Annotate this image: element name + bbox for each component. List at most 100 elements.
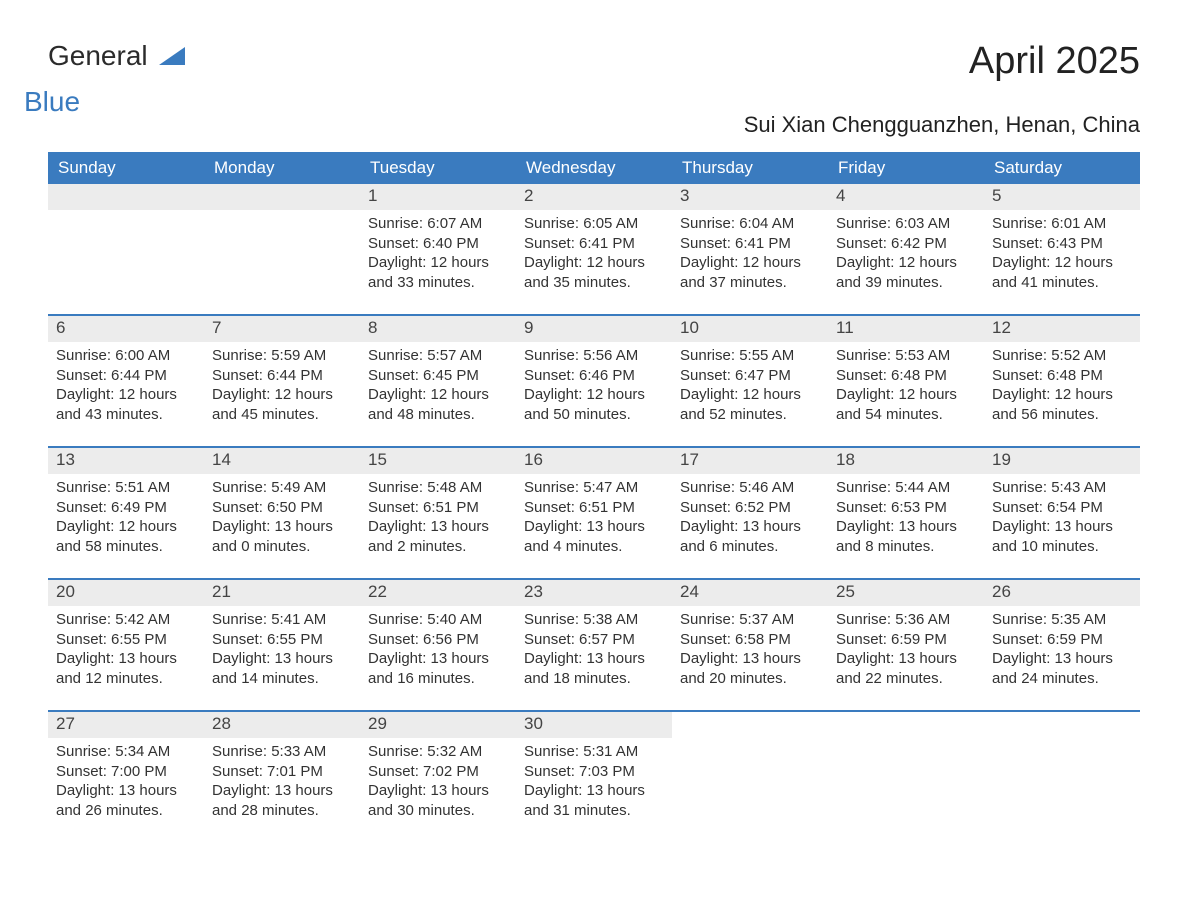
sunset-text: Sunset: 6:40 PM	[368, 234, 508, 254]
day-content: Sunrise: 5:51 AMSunset: 6:49 PMDaylight:…	[48, 474, 204, 568]
calendar-cell: 30Sunrise: 5:31 AMSunset: 7:03 PMDayligh…	[516, 712, 672, 842]
day-number: 2	[516, 184, 672, 210]
sunrise-text: Sunrise: 5:44 AM	[836, 478, 976, 498]
calendar-week: 27Sunrise: 5:34 AMSunset: 7:00 PMDayligh…	[48, 710, 1140, 842]
sunset-text: Sunset: 6:59 PM	[836, 630, 976, 650]
calendar-cell: 26Sunrise: 5:35 AMSunset: 6:59 PMDayligh…	[984, 580, 1140, 710]
calendar: SundayMondayTuesdayWednesdayThursdayFrid…	[48, 152, 1140, 842]
sunset-text: Sunset: 7:03 PM	[524, 762, 664, 782]
day-content: Sunrise: 5:47 AMSunset: 6:51 PMDaylight:…	[516, 474, 672, 568]
sunrise-text: Sunrise: 6:05 AM	[524, 214, 664, 234]
sunset-text: Sunset: 6:58 PM	[680, 630, 820, 650]
sunrise-text: Sunrise: 6:03 AM	[836, 214, 976, 234]
sunset-text: Sunset: 6:57 PM	[524, 630, 664, 650]
sunset-text: Sunset: 6:52 PM	[680, 498, 820, 518]
day-content: Sunrise: 5:46 AMSunset: 6:52 PMDaylight:…	[672, 474, 828, 568]
sunrise-text: Sunrise: 5:55 AM	[680, 346, 820, 366]
sunset-text: Sunset: 6:43 PM	[992, 234, 1132, 254]
day-number: 23	[516, 580, 672, 606]
sunrise-text: Sunrise: 5:56 AM	[524, 346, 664, 366]
sunrise-text: Sunrise: 6:04 AM	[680, 214, 820, 234]
day-header: Wednesday	[516, 152, 672, 184]
day-number: 11	[828, 316, 984, 342]
calendar-cell: 10Sunrise: 5:55 AMSunset: 6:47 PMDayligh…	[672, 316, 828, 446]
daylight-text: Daylight: 13 hours and 14 minutes.	[212, 649, 352, 688]
sunset-text: Sunset: 6:47 PM	[680, 366, 820, 386]
logo: General Blue	[48, 40, 185, 104]
day-number: 18	[828, 448, 984, 474]
day-content: Sunrise: 6:04 AMSunset: 6:41 PMDaylight:…	[672, 210, 828, 304]
calendar-cell: 15Sunrise: 5:48 AMSunset: 6:51 PMDayligh…	[360, 448, 516, 578]
daylight-text: Daylight: 13 hours and 6 minutes.	[680, 517, 820, 556]
day-number: 17	[672, 448, 828, 474]
sunset-text: Sunset: 7:00 PM	[56, 762, 196, 782]
calendar-week: 13Sunrise: 5:51 AMSunset: 6:49 PMDayligh…	[48, 446, 1140, 578]
daylight-text: Daylight: 12 hours and 39 minutes.	[836, 253, 976, 292]
day-number: 12	[984, 316, 1140, 342]
calendar-cell: 27Sunrise: 5:34 AMSunset: 7:00 PMDayligh…	[48, 712, 204, 842]
daylight-text: Daylight: 13 hours and 18 minutes.	[524, 649, 664, 688]
sunset-text: Sunset: 6:53 PM	[836, 498, 976, 518]
sunrise-text: Sunrise: 5:32 AM	[368, 742, 508, 762]
sunset-text: Sunset: 7:01 PM	[212, 762, 352, 782]
day-content: Sunrise: 5:56 AMSunset: 6:46 PMDaylight:…	[516, 342, 672, 436]
sunrise-text: Sunrise: 5:57 AM	[368, 346, 508, 366]
daylight-text: Daylight: 13 hours and 31 minutes.	[524, 781, 664, 820]
calendar-cell: 24Sunrise: 5:37 AMSunset: 6:58 PMDayligh…	[672, 580, 828, 710]
day-content: Sunrise: 5:35 AMSunset: 6:59 PMDaylight:…	[984, 606, 1140, 700]
calendar-cell	[672, 712, 828, 842]
calendar-cell: 19Sunrise: 5:43 AMSunset: 6:54 PMDayligh…	[984, 448, 1140, 578]
calendar-cell: 28Sunrise: 5:33 AMSunset: 7:01 PMDayligh…	[204, 712, 360, 842]
day-number: 13	[48, 448, 204, 474]
calendar-cell: 3Sunrise: 6:04 AMSunset: 6:41 PMDaylight…	[672, 184, 828, 314]
sunset-text: Sunset: 6:54 PM	[992, 498, 1132, 518]
day-content: Sunrise: 5:42 AMSunset: 6:55 PMDaylight:…	[48, 606, 204, 700]
day-content: Sunrise: 5:48 AMSunset: 6:51 PMDaylight:…	[360, 474, 516, 568]
daylight-text: Daylight: 13 hours and 2 minutes.	[368, 517, 508, 556]
calendar-cell: 17Sunrise: 5:46 AMSunset: 6:52 PMDayligh…	[672, 448, 828, 578]
day-content: Sunrise: 5:43 AMSunset: 6:54 PMDaylight:…	[984, 474, 1140, 568]
sunset-text: Sunset: 6:50 PM	[212, 498, 352, 518]
day-content: Sunrise: 5:41 AMSunset: 6:55 PMDaylight:…	[204, 606, 360, 700]
day-content: Sunrise: 5:36 AMSunset: 6:59 PMDaylight:…	[828, 606, 984, 700]
daylight-text: Daylight: 13 hours and 16 minutes.	[368, 649, 508, 688]
day-number	[984, 712, 1140, 738]
sunrise-text: Sunrise: 5:34 AM	[56, 742, 196, 762]
day-number: 29	[360, 712, 516, 738]
daylight-text: Daylight: 12 hours and 35 minutes.	[524, 253, 664, 292]
daylight-text: Daylight: 12 hours and 56 minutes.	[992, 385, 1132, 424]
daylight-text: Daylight: 12 hours and 52 minutes.	[680, 385, 820, 424]
day-number	[672, 712, 828, 738]
sunset-text: Sunset: 6:51 PM	[524, 498, 664, 518]
day-number: 4	[828, 184, 984, 210]
daylight-text: Daylight: 13 hours and 22 minutes.	[836, 649, 976, 688]
daylight-text: Daylight: 12 hours and 37 minutes.	[680, 253, 820, 292]
day-number: 9	[516, 316, 672, 342]
sunrise-text: Sunrise: 5:46 AM	[680, 478, 820, 498]
day-content: Sunrise: 5:37 AMSunset: 6:58 PMDaylight:…	[672, 606, 828, 700]
day-header-row: SundayMondayTuesdayWednesdayThursdayFrid…	[48, 152, 1140, 184]
sunrise-text: Sunrise: 5:43 AM	[992, 478, 1132, 498]
page-title: April 2025	[969, 40, 1140, 83]
calendar-cell: 29Sunrise: 5:32 AMSunset: 7:02 PMDayligh…	[360, 712, 516, 842]
daylight-text: Daylight: 13 hours and 20 minutes.	[680, 649, 820, 688]
day-content: Sunrise: 5:59 AMSunset: 6:44 PMDaylight:…	[204, 342, 360, 436]
sunrise-text: Sunrise: 5:40 AM	[368, 610, 508, 630]
day-content: Sunrise: 6:05 AMSunset: 6:41 PMDaylight:…	[516, 210, 672, 304]
calendar-cell: 8Sunrise: 5:57 AMSunset: 6:45 PMDaylight…	[360, 316, 516, 446]
day-number	[828, 712, 984, 738]
sunset-text: Sunset: 6:42 PM	[836, 234, 976, 254]
daylight-text: Daylight: 12 hours and 43 minutes.	[56, 385, 196, 424]
day-content: Sunrise: 5:53 AMSunset: 6:48 PMDaylight:…	[828, 342, 984, 436]
day-content: Sunrise: 6:00 AMSunset: 6:44 PMDaylight:…	[48, 342, 204, 436]
day-content: Sunrise: 5:57 AMSunset: 6:45 PMDaylight:…	[360, 342, 516, 436]
sunset-text: Sunset: 6:48 PM	[992, 366, 1132, 386]
day-content: Sunrise: 5:32 AMSunset: 7:02 PMDaylight:…	[360, 738, 516, 832]
calendar-week: 20Sunrise: 5:42 AMSunset: 6:55 PMDayligh…	[48, 578, 1140, 710]
sunrise-text: Sunrise: 5:41 AM	[212, 610, 352, 630]
sunset-text: Sunset: 6:44 PM	[56, 366, 196, 386]
sunset-text: Sunset: 6:59 PM	[992, 630, 1132, 650]
day-number: 24	[672, 580, 828, 606]
day-number: 21	[204, 580, 360, 606]
day-number: 7	[204, 316, 360, 342]
